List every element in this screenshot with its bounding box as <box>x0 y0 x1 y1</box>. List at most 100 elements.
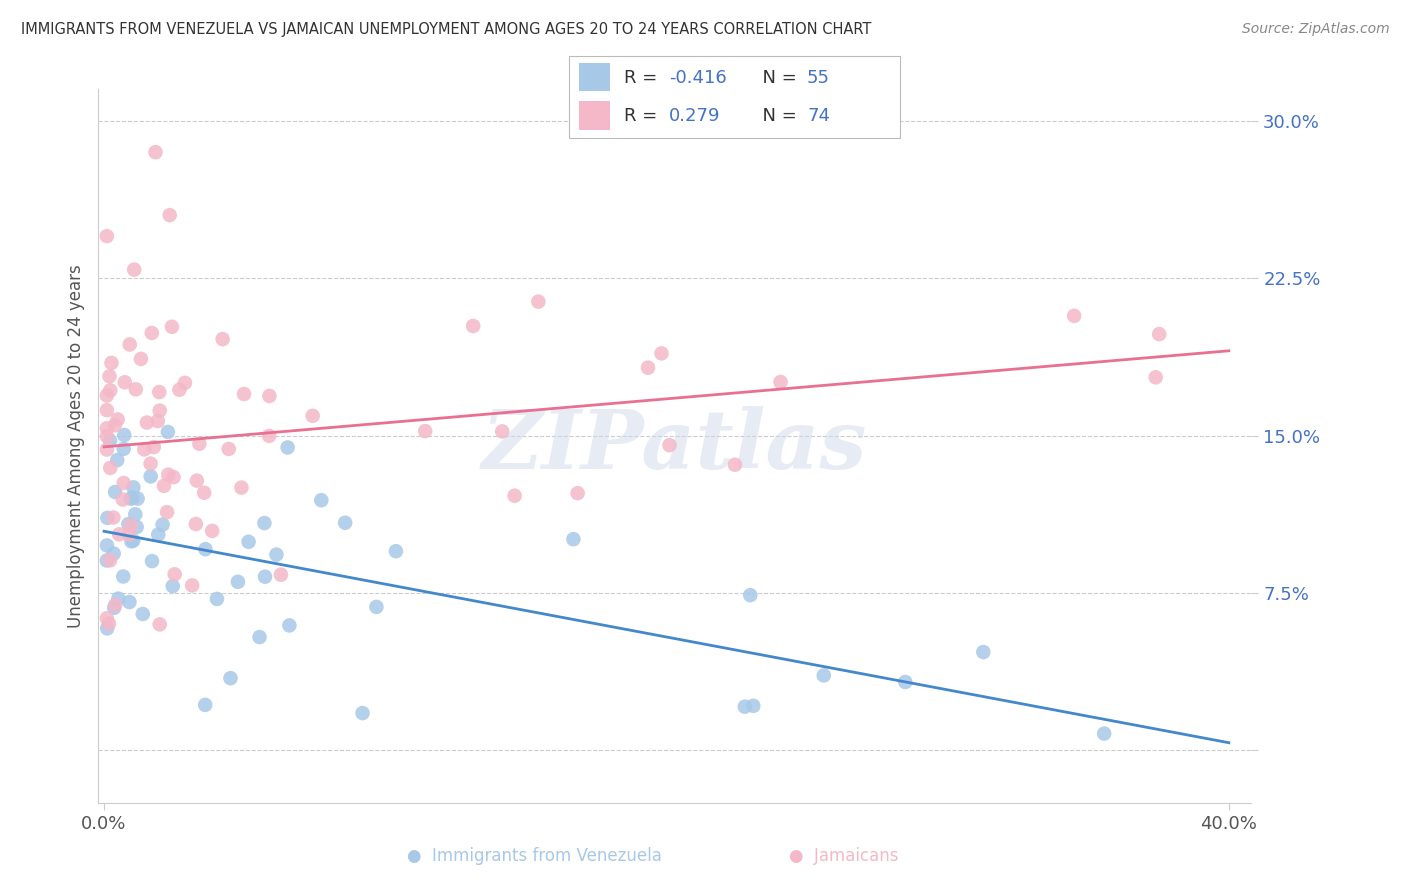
Point <box>117 517 139 532</box>
Point <box>491 425 513 439</box>
Point <box>162 470 184 484</box>
Point <box>463 318 485 333</box>
Point <box>112 475 135 490</box>
Point <box>249 630 271 644</box>
Point <box>98 384 121 398</box>
Point <box>141 554 163 568</box>
Point <box>103 547 125 561</box>
Point <box>103 600 125 615</box>
Text: ●  Jamaicans: ● Jamaicans <box>789 847 898 865</box>
Point <box>104 418 127 433</box>
Point <box>96 611 118 625</box>
Point <box>96 403 118 417</box>
Point <box>104 485 127 500</box>
Point <box>650 346 672 360</box>
Point <box>118 337 141 351</box>
Point <box>277 441 299 455</box>
Point <box>742 698 765 713</box>
Point <box>96 229 118 244</box>
Point <box>333 516 356 530</box>
Text: IMMIGRANTS FROM VENEZUELA VS JAMAICAN UNEMPLOYMENT AMONG AGES 20 TO 24 YEARS COR: IMMIGRANTS FROM VENEZUELA VS JAMAICAN UN… <box>21 22 872 37</box>
Point <box>894 675 917 690</box>
Point <box>114 376 136 390</box>
Point <box>211 332 233 346</box>
Point <box>96 538 118 552</box>
Point <box>366 599 388 614</box>
Point <box>124 508 146 522</box>
Point <box>96 421 118 435</box>
Point <box>972 645 994 659</box>
Text: Source: ZipAtlas.com: Source: ZipAtlas.com <box>1241 22 1389 37</box>
Point <box>141 326 163 340</box>
Point <box>226 574 249 589</box>
Text: 74: 74 <box>807 107 830 125</box>
Point <box>120 491 142 506</box>
Point <box>96 442 118 457</box>
Point <box>96 429 118 443</box>
Point <box>108 527 131 541</box>
Point <box>103 510 125 524</box>
Point <box>186 474 208 488</box>
Point <box>135 416 157 430</box>
Text: N =: N = <box>751 107 803 125</box>
Point <box>96 511 118 525</box>
Point <box>146 414 169 428</box>
Point <box>132 607 155 621</box>
Point <box>162 579 184 593</box>
Point <box>152 517 174 532</box>
Point <box>125 382 148 396</box>
Point <box>181 578 204 592</box>
Point <box>188 436 211 450</box>
Point <box>120 534 142 549</box>
Point <box>122 262 145 277</box>
Y-axis label: Unemployment Among Ages 20 to 24 years: Unemployment Among Ages 20 to 24 years <box>66 264 84 628</box>
Point <box>98 369 121 384</box>
Point <box>257 429 280 443</box>
Point <box>129 351 152 366</box>
Point <box>98 553 121 567</box>
Point <box>266 548 288 562</box>
Point <box>149 617 172 632</box>
Point <box>98 434 121 448</box>
Point <box>125 520 148 534</box>
Point <box>96 621 118 635</box>
Point <box>121 491 143 505</box>
Point <box>740 588 762 602</box>
Point <box>122 533 145 548</box>
Point <box>311 493 333 508</box>
Point <box>100 356 122 370</box>
Point <box>174 376 197 390</box>
Point <box>153 479 176 493</box>
Point <box>194 698 217 712</box>
Point <box>562 532 585 546</box>
Point <box>201 524 224 538</box>
Point <box>156 505 179 519</box>
Point <box>118 527 141 541</box>
Point <box>139 457 162 471</box>
Point <box>724 458 747 472</box>
Point <box>127 491 149 506</box>
Point <box>142 440 165 454</box>
Point <box>253 516 276 530</box>
Point <box>184 516 207 531</box>
Point <box>159 208 181 222</box>
Point <box>107 412 129 426</box>
Text: ZIPatlas: ZIPatlas <box>482 406 868 486</box>
Point <box>1144 370 1167 384</box>
Point <box>231 481 253 495</box>
Point <box>218 442 240 456</box>
Point <box>112 569 135 583</box>
Text: ●  Immigrants from Venezuela: ● Immigrants from Venezuela <box>406 847 662 865</box>
Point <box>205 591 228 606</box>
Text: R =: R = <box>624 69 664 87</box>
Point <box>385 544 408 558</box>
Point <box>118 595 141 609</box>
Point <box>253 570 276 584</box>
Point <box>219 671 242 685</box>
Point <box>352 706 374 720</box>
Point <box>111 492 134 507</box>
Point <box>163 567 186 582</box>
Point <box>193 485 215 500</box>
Text: R =: R = <box>624 107 669 125</box>
Point <box>169 383 191 397</box>
